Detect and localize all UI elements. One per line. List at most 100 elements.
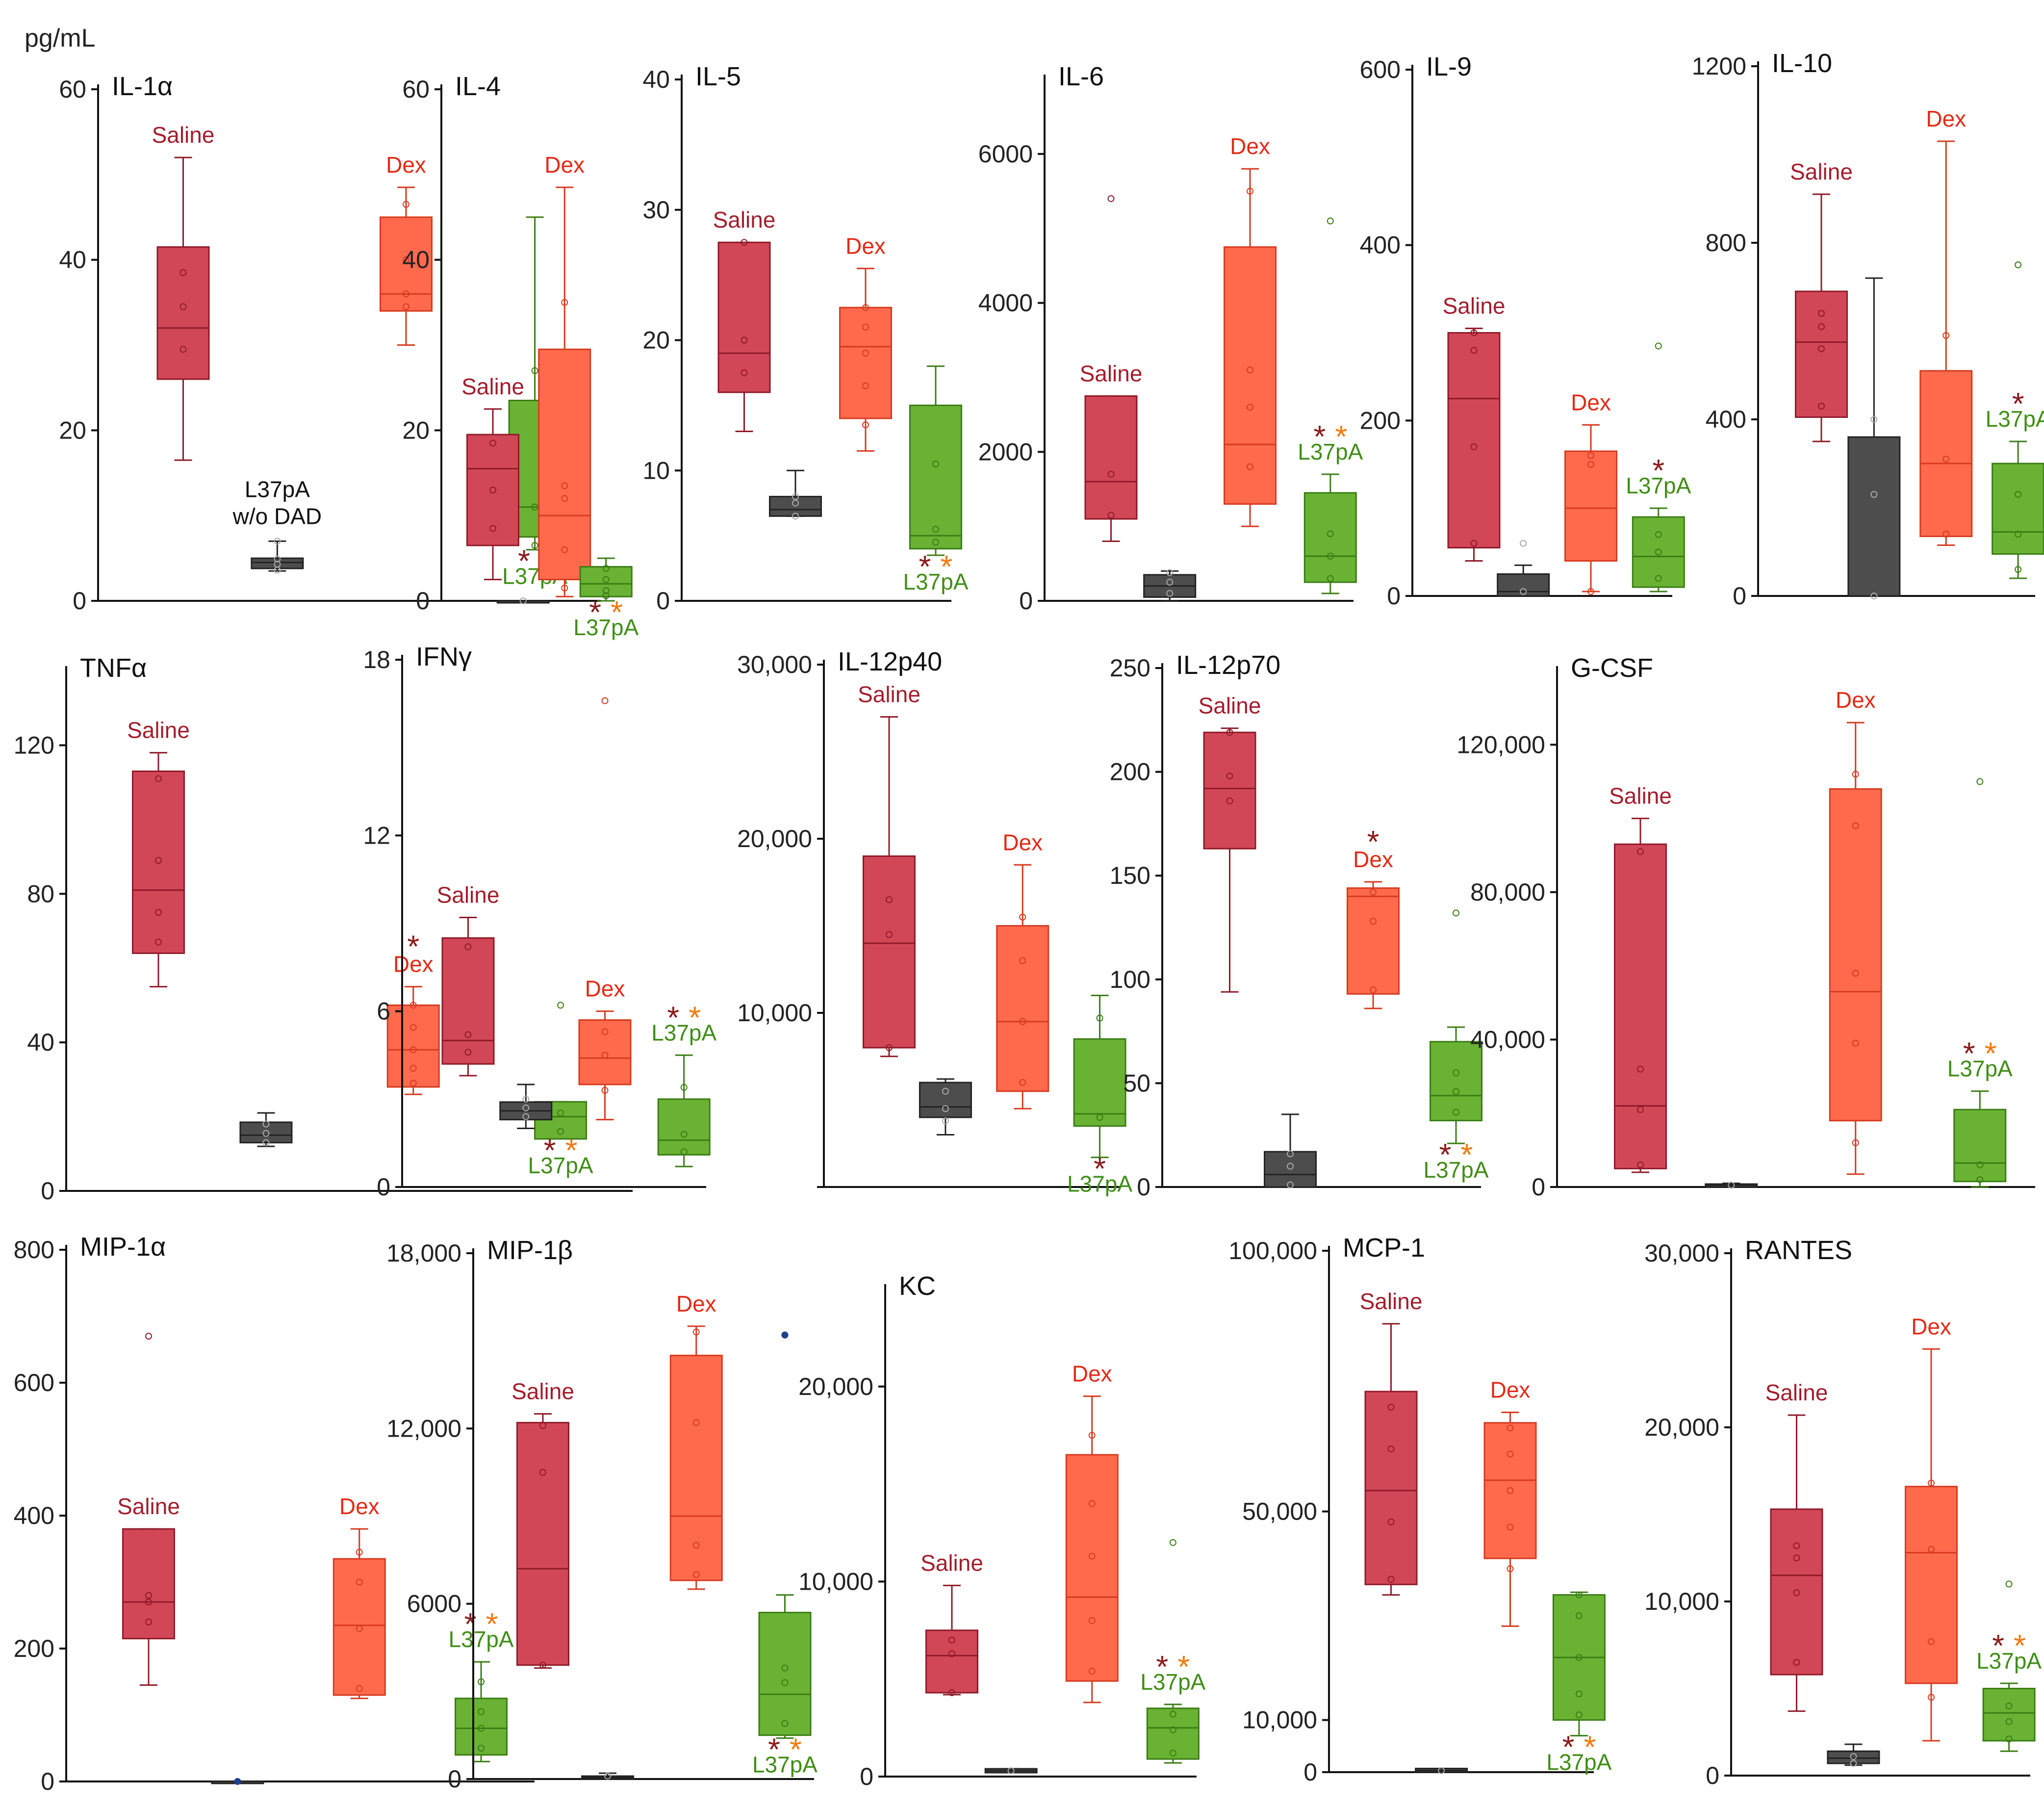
data-point — [557, 1002, 564, 1009]
group-label-dex: Dex — [1230, 133, 1270, 159]
panel-title: IL-4 — [455, 72, 501, 101]
y-tick-label: 0 — [73, 587, 86, 615]
data-point — [1852, 1039, 1859, 1047]
data-point — [145, 1618, 152, 1625]
data-point — [604, 1773, 612, 1780]
data-point — [781, 1664, 789, 1672]
significance-star: * — [1461, 1137, 1473, 1172]
significance-star: * — [611, 594, 623, 630]
data-point — [1637, 1065, 1644, 1073]
y-tick-label: 120 — [14, 731, 54, 759]
data-point — [1976, 1161, 1984, 1168]
group-label-saline: Saline — [920, 1550, 983, 1575]
data-point — [1019, 1018, 1026, 1025]
y-tick-label: 0 — [377, 1173, 390, 1201]
box-iqr — [1982, 1688, 2036, 1742]
y-tick-label: 10,000 — [1242, 1706, 1317, 1734]
box-dex: Dex* — [1347, 824, 1400, 1009]
group-label-saline: Saline — [1765, 1380, 1828, 1405]
y-tick-label: 200 — [1110, 758, 1150, 786]
group-label-l37pa: L37pA — [528, 1153, 593, 1178]
data-point — [1287, 1181, 1294, 1188]
box-dex: Dex — [669, 1291, 723, 1590]
data-point — [1088, 1500, 1096, 1507]
panel-rantes: 0 10,000 20,000 30,000 RANTES Saline Dex L37pA*… — [1644, 1236, 2042, 1789]
data-point — [561, 584, 568, 592]
data-point — [1019, 913, 1026, 921]
group-label-dex: Dex — [845, 233, 886, 258]
group-label-saline: Saline — [117, 1494, 180, 1519]
group-label-dex: Dex — [1490, 1377, 1531, 1403]
group-label-dex: Dex — [1836, 687, 1876, 713]
data-point — [1942, 332, 1950, 339]
data-point — [1107, 470, 1115, 478]
significance-star: * — [2014, 1628, 2026, 1663]
group-label-l37pa: L37pA — [1947, 1056, 2013, 1082]
outlier-point — [781, 1331, 789, 1339]
box-iqr — [1632, 516, 1685, 588]
box-l37pa: L37pA* * — [1947, 778, 2013, 1188]
group-label-saline: Saline — [1080, 361, 1143, 386]
group-label-saline: Saline — [1360, 1289, 1423, 1314]
group-label-saline: Saline — [511, 1379, 574, 1404]
y-tick-label: 30,000 — [737, 651, 812, 678]
data-point — [1007, 1767, 1015, 1775]
panel-title: IL-12p70 — [1176, 650, 1280, 680]
data-point — [1928, 1546, 1935, 1553]
group-label-dex: Dex — [386, 152, 426, 178]
group-label-dex: Dex — [585, 976, 625, 1002]
significance-star: * — [565, 1133, 578, 1168]
data-point — [478, 1708, 485, 1715]
data-point — [1453, 1088, 1459, 1095]
box-iqr — [1992, 463, 2044, 555]
y-tick-label: 0 — [448, 1765, 461, 1793]
box-saline: Saline — [858, 682, 920, 1058]
data-point — [1928, 1479, 1935, 1487]
data-point — [145, 1333, 152, 1340]
data-point — [1470, 329, 1478, 336]
significance-star: * — [464, 1606, 477, 1642]
data-point — [1942, 456, 1950, 463]
data-point — [1247, 463, 1253, 470]
data-point — [1096, 1114, 1103, 1121]
panel-title: IL-5 — [695, 62, 741, 91]
box-control — [1705, 1182, 1758, 1189]
y-tick-label: 20,000 — [1644, 1414, 1719, 1441]
data-point — [1850, 1753, 1857, 1760]
data-point — [409, 1046, 417, 1054]
data-point — [262, 1120, 270, 1128]
data-point — [522, 1095, 530, 1103]
box-control — [211, 1778, 264, 1785]
data-point — [1793, 1589, 1800, 1597]
data-point — [692, 1419, 700, 1426]
panel-il-9: 0 200 400 600 IL-9 Saline Dex L37pA* — [1360, 52, 1691, 610]
data-point — [464, 943, 472, 951]
data-point — [519, 597, 527, 604]
group-label-l37pa: L37pA — [1140, 1669, 1205, 1695]
group-label-l37pa: L37pA — [573, 615, 639, 640]
box-dex: Dex — [538, 152, 591, 597]
box-iqr — [1430, 1041, 1482, 1122]
box-l37pa: L37pA* * — [651, 1000, 717, 1167]
y-tick-label: 20 — [642, 327, 670, 354]
panel-title: MCP-1 — [1343, 1233, 1425, 1263]
box-saline: Saline — [713, 207, 775, 433]
data-point — [1107, 512, 1115, 519]
group-label-saline: Saline — [152, 122, 215, 148]
data-point — [464, 1049, 472, 1056]
y-tick-label: 50,000 — [1242, 1498, 1317, 1525]
box-control — [499, 1084, 553, 1130]
data-point — [601, 697, 609, 704]
y-tick-label: 12,000 — [386, 1415, 461, 1442]
data-point — [1793, 1554, 1800, 1562]
y-tick-label: 20,000 — [737, 825, 812, 852]
data-point — [2015, 491, 2022, 498]
significance-star: * — [1313, 419, 1326, 454]
data-point — [1655, 342, 1662, 350]
y-tick-label: 20 — [59, 416, 86, 444]
data-point — [1327, 217, 1334, 225]
significance-star: * — [919, 549, 931, 584]
significance-star: * — [1584, 1729, 1596, 1765]
